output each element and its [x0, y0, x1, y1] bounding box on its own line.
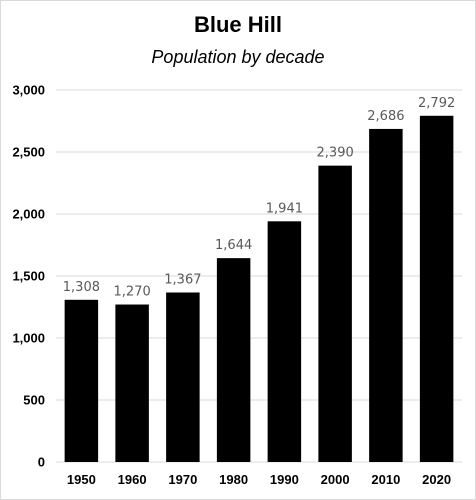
x-tick-label: 2010 [371, 472, 400, 487]
bar [64, 299, 99, 462]
y-tick-label: 3,000 [12, 83, 45, 98]
chart-title: Blue Hill [193, 12, 282, 37]
bar [115, 304, 149, 462]
bars [64, 115, 454, 463]
y-tick-label: 2,000 [12, 207, 45, 222]
bar [318, 165, 352, 462]
data-label: 1,367 [164, 272, 201, 287]
x-tick-label: 2020 [422, 472, 451, 487]
bar [267, 221, 302, 462]
x-tick-label: 1990 [270, 472, 299, 487]
x-tick-label: 2000 [321, 472, 350, 487]
data-label: 2,390 [317, 146, 354, 161]
data-labels: 1,308 1,270 1,367 1,644 1,941 2,390 2,686 2,792 [63, 96, 455, 300]
data-label: 1,308 [63, 280, 100, 295]
data-label: 1,270 [114, 285, 151, 300]
x-axis: 1950 1960 1970 1980 1990 2000 2010 2020 [67, 472, 451, 487]
x-tick-label: 1980 [219, 472, 248, 487]
data-label: 2,686 [367, 109, 404, 124]
chart-subtitle: Population by decade [151, 47, 325, 67]
data-label: 1,644 [215, 238, 252, 253]
bar [419, 115, 454, 463]
y-axis: 0 500 1,000 1,500 2,000 2,500 3,000 [12, 83, 45, 470]
x-tick-label: 1970 [168, 472, 197, 487]
bar [216, 258, 251, 462]
y-tick-label: 0 [38, 455, 45, 470]
y-tick-label: 1,500 [12, 269, 45, 284]
data-label: 2,792 [418, 96, 455, 111]
data-label: 1,941 [266, 201, 303, 216]
bar [166, 292, 200, 462]
x-tick-label: 1960 [118, 472, 147, 487]
bar [369, 128, 403, 462]
x-tick-label: 1950 [67, 472, 96, 487]
y-tick-label: 500 [23, 393, 45, 408]
y-tick-label: 2,500 [12, 145, 45, 160]
y-tick-label: 1,000 [12, 331, 45, 346]
